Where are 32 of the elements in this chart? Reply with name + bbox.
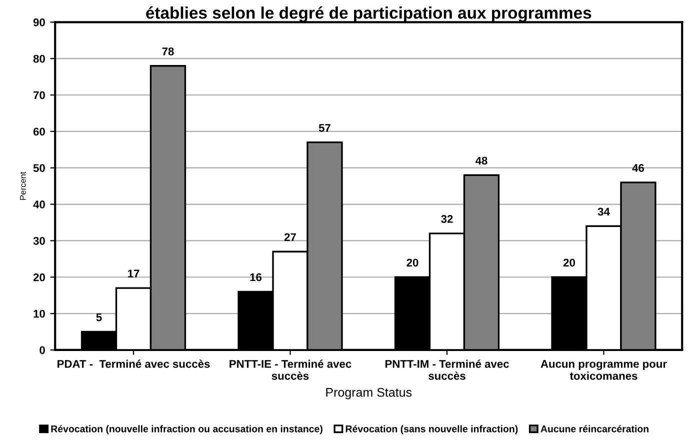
x-tick-label: PNTT-IE - Terminé avec succès <box>230 360 352 380</box>
legend-label: Aucune réincarcération <box>540 425 648 432</box>
data-label: 20 <box>406 258 418 267</box>
y-tick-label: 40 <box>33 200 45 208</box>
data-label: 48 <box>475 156 488 165</box>
y-tick-label: 20 <box>33 273 45 282</box>
x-tick-label: Aucun programme pour toxicomanes <box>540 360 667 380</box>
data-label: 78 <box>162 47 174 56</box>
legend-label: Révocation (nouvelle infraction ou accusation en instance) <box>51 425 322 434</box>
chart-title: établies selon le degré de participation aux programmes <box>146 6 592 22</box>
y-tick-label: 10 <box>34 310 45 318</box>
y-tick-label: 50 <box>33 164 45 172</box>
y-axis-title: Percent <box>20 172 26 200</box>
x-axis-title: Program Status <box>326 388 412 400</box>
x-tick-label: PNTT-IM - Terminé avec succès <box>385 360 509 380</box>
y-tick-label: 90 <box>33 18 45 26</box>
data-label: 27 <box>284 233 296 241</box>
data-label: 46 <box>632 164 644 172</box>
legend-label: Révocation (sans nouvelle infraction) <box>346 425 518 434</box>
data-label: 57 <box>318 124 330 132</box>
data-label: 20 <box>563 258 575 267</box>
data-label: 32 <box>441 215 453 223</box>
data-label: 5 <box>96 313 102 322</box>
data-label: 16 <box>250 273 262 282</box>
y-tick-label: 60 <box>33 128 45 136</box>
y-tick-label: 80 <box>33 54 45 63</box>
data-label: 17 <box>128 270 140 278</box>
y-tick-label: 0 <box>40 346 45 354</box>
data-label: 34 <box>598 208 610 216</box>
x-tick-label: PDAT - Terminé avec succès <box>58 360 210 368</box>
y-tick-label: 30 <box>33 236 45 245</box>
y-tick-label: 70 <box>34 91 45 100</box>
